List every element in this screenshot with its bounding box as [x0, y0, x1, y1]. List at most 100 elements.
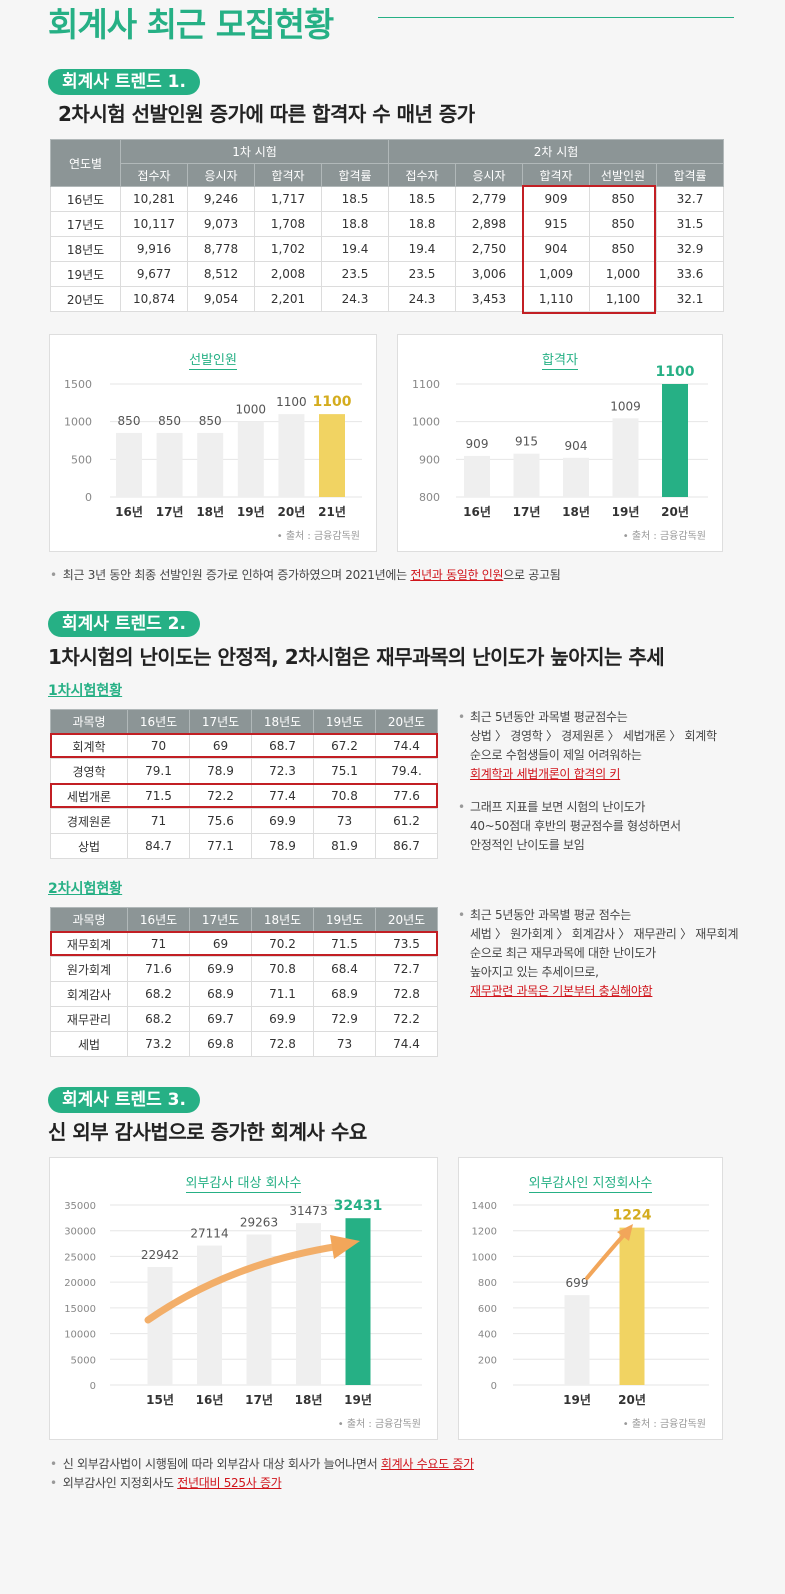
column-header: 17년도: [189, 907, 252, 932]
column-header: 합격자: [254, 163, 322, 187]
table-row: 원가회계 71.6 69.9 70.8 68.4 72.7: [50, 956, 438, 982]
table-cell: 69.8: [189, 1031, 252, 1057]
y-tick-label: 5000: [71, 1355, 96, 1366]
first-exam-notes-2: • 그래프 지표를 보면 시험의 난이도가 40~50점대 후반의 평균점수를 …: [458, 800, 681, 852]
table-cell: 72.2: [189, 783, 252, 809]
second-exam-table: 과목명 16년도 17년도 18년도 19년도 20년도 재무회계 71 69 70.2 71.5…: [50, 907, 438, 1057]
table-cell: 72.8: [375, 981, 438, 1007]
bar: [612, 418, 639, 497]
data-label: 1100: [656, 364, 695, 380]
table-cell: 3,453: [455, 286, 523, 312]
table-cell: 19.4: [321, 236, 389, 262]
table-cell: 71.5: [127, 783, 190, 809]
data-label: 27114: [190, 1227, 228, 1241]
x-tick-label: 20년: [278, 505, 306, 519]
trend1-pill: 회계사 트렌드 1.: [48, 69, 200, 95]
page-title: 회계사 최근 모집현황: [48, 5, 334, 44]
column-header: 20년도: [375, 709, 438, 734]
selection-bar-chart: 0 500 1000 1500 850 16년 850 17년 850 18년 1000 19년 110…: [64, 378, 362, 519]
y-tick-label: 1000: [472, 1252, 497, 1263]
data-label: 1000: [236, 403, 267, 417]
table-cell: 75.1: [313, 758, 376, 784]
data-label: 29263: [240, 1216, 278, 1230]
table-cell: 904: [522, 236, 590, 262]
y-tick-label: 200: [478, 1355, 497, 1366]
x-tick-label: 19년: [237, 505, 265, 519]
trend-arrow-head: [330, 1235, 360, 1259]
y-tick-label: 1200: [472, 1227, 497, 1238]
table-cell: 73.2: [127, 1031, 190, 1057]
table-cell: 24.3: [388, 286, 456, 312]
table-cell: 17년도: [50, 211, 121, 237]
table-cell: 1,110: [522, 286, 590, 312]
table-cell: 850: [589, 236, 657, 262]
data-label: 699: [566, 1276, 589, 1290]
table-cell: 23.5: [321, 261, 389, 287]
table-cell: 1,708: [254, 211, 322, 237]
table-cell: 2,750: [455, 236, 523, 262]
first-exam-table: 과목명 16년도 17년도 18년도 19년도 20년도 회계학 70 69 68.7 67.2 7…: [50, 709, 438, 859]
table-cell: 원가회계: [50, 956, 128, 982]
note-highlight: 회계사 수요도 증가: [380, 1457, 474, 1471]
chart-source: • 출처 : 금융감독원: [622, 531, 706, 542]
table-cell: 24.3: [321, 286, 389, 312]
data-label: 31473: [289, 1204, 327, 1218]
table-cell: 69: [189, 733, 252, 759]
table-cell: 78.9: [251, 833, 314, 859]
column-header: 19년도: [313, 709, 376, 734]
data-label: 904: [565, 439, 588, 453]
table-row: 세법개론 71.5 72.2 77.4 70.8 77.6: [50, 783, 438, 809]
data-label: 909: [466, 437, 489, 451]
table-cell: 68.9: [313, 981, 376, 1007]
trend3-pill: 회계사 트렌드 3.: [48, 1087, 200, 1113]
table-cell: 69: [189, 931, 252, 957]
table-cell: 72.9: [313, 1006, 376, 1032]
x-tick-label: 18년: [196, 505, 224, 519]
table-cell: 73.5: [375, 931, 438, 957]
y-tick-label: 500: [71, 453, 92, 466]
x-tick-label: 16년: [196, 1393, 224, 1407]
bar: [237, 421, 264, 497]
trend1-note: • 최근 3년 동안 최종 선발인원 증가로 인하여 증가하였으며 2021년에는…: [50, 568, 561, 582]
table-cell: 68.2: [127, 981, 190, 1007]
table-row: 경영학 79.1 78.9 72.3 75.1 79.4.: [50, 758, 438, 784]
table-cell: 1,100: [589, 286, 657, 312]
y-tick-label: 1500: [64, 378, 92, 391]
data-label: 22942: [141, 1248, 179, 1262]
group1-header: 1차 시험: [120, 139, 389, 164]
bar: [197, 1245, 222, 1385]
chart-source: • 출처 : 금융감독원: [622, 1419, 706, 1430]
table-cell: 850: [589, 186, 657, 212]
table-cell: 73: [313, 1031, 376, 1057]
table-cell: 18.5: [388, 186, 456, 212]
table-cell: 72.8: [251, 1031, 314, 1057]
table-cell: 74.4: [375, 1031, 438, 1057]
table-cell: 71.1: [251, 981, 314, 1007]
column-header: 과목명: [50, 907, 128, 932]
chart-source: • 출처 : 금융감독원: [337, 1419, 421, 1430]
table-cell: 68.2: [127, 1006, 190, 1032]
column-header: 18년도: [251, 907, 314, 932]
table-cell: 상법: [50, 833, 128, 859]
table-cell: 23.5: [388, 261, 456, 287]
table-cell: 2,779: [455, 186, 523, 212]
y-tick-label: 1000: [64, 416, 92, 429]
column-header: 16년도: [127, 709, 190, 734]
table-cell: 9,916: [120, 236, 188, 262]
chart-title: 합격자: [542, 353, 578, 370]
x-tick-label: 19년: [612, 505, 640, 519]
table-row: 상법 84.7 77.1 78.9 81.9 86.7: [50, 833, 438, 859]
table-cell: 68.4: [313, 956, 376, 982]
table-row: 재무회계 71 69 70.2 71.5 73.5: [50, 931, 438, 957]
trend-arrow-line: [144, 1242, 344, 1324]
table-cell: 세법: [50, 1031, 128, 1057]
table-cell: 8,778: [187, 236, 255, 262]
column-header: 접수자: [388, 163, 456, 187]
table-cell: 33.6: [656, 261, 724, 287]
table-cell: 77.4: [251, 783, 314, 809]
x-tick-label: 17년: [156, 505, 184, 519]
table-cell: 70.8: [251, 956, 314, 982]
first-exam-notes: • 최근 5년동안 과목별 평균점수는 상법 〉 경영학 〉 경제원론 〉 세법…: [458, 710, 717, 781]
table-cell: 9,073: [187, 211, 255, 237]
table-cell: 61.2: [375, 808, 438, 834]
